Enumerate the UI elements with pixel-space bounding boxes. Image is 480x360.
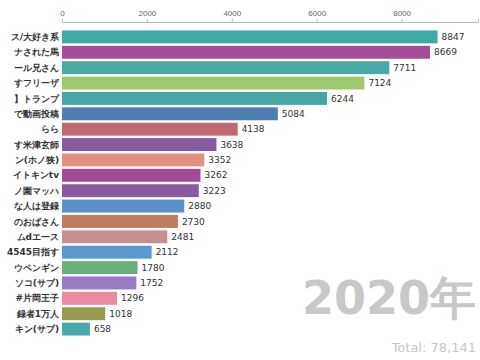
- data-label: 2481: [171, 232, 194, 242]
- bar: [62, 61, 389, 74]
- bar: [62, 169, 200, 182]
- axis-line: [63, 19, 479, 23]
- tick: 4000: [223, 9, 241, 22]
- data-label: 6244: [331, 94, 354, 104]
- data-label: 7124: [368, 78, 391, 88]
- tick: 0: [60, 9, 65, 22]
- data-label: 1780: [142, 263, 165, 273]
- data-label: 3352: [208, 155, 231, 165]
- tick-label: 6000: [308, 9, 326, 18]
- category-label: ス/大好き系: [11, 32, 60, 42]
- category-labels: ス/大好き系ナされた馬ール兄さんすフリーザ】トランプで動画投稿ららす米津玄師ン(…: [7, 32, 60, 334]
- data-label: 3638: [220, 140, 243, 150]
- chart: 0 2000 4000 6000 8000 ス/大好き系ナされた馬ール兄さんすフリーザ】ト…: [0, 0, 480, 360]
- bar: [62, 153, 204, 166]
- category-label: すフリーザ: [13, 78, 60, 88]
- data-label: 3262: [204, 170, 227, 180]
- tick: 8000: [393, 9, 411, 22]
- x-axis: 0 2000 4000 6000 8000: [60, 9, 478, 23]
- bar: [62, 261, 138, 274]
- tick-mark: [62, 19, 63, 22]
- data-label: 2880: [188, 201, 211, 211]
- category-label: す米津玄師: [13, 140, 59, 150]
- tick-label: 0: [60, 9, 65, 18]
- total-label: Total: 78,141: [391, 340, 476, 355]
- bar: [62, 246, 152, 259]
- data-label: 5084: [282, 109, 305, 119]
- category-label: らら: [41, 124, 59, 134]
- tick-mark: [317, 19, 318, 22]
- tick-label: 8000: [393, 9, 411, 18]
- category-label: 録者1万人: [16, 309, 60, 319]
- category-label: ール兄さん: [14, 63, 59, 73]
- category-label: ムdエース: [17, 232, 59, 242]
- tick-label: 2000: [138, 9, 156, 18]
- data-label: 8847: [442, 32, 465, 42]
- data-label: 2730: [182, 217, 205, 227]
- category-label: な人は登録: [14, 201, 60, 211]
- category-label: のおばさん: [14, 217, 59, 227]
- category-label: 】トランプ: [14, 94, 60, 104]
- tick-mark: [402, 19, 403, 22]
- category-label: #片岡王子: [15, 293, 59, 303]
- category-label: で動画投稿: [14, 109, 59, 119]
- category-label: ノ園マッハ: [14, 186, 59, 196]
- bar: [62, 200, 184, 213]
- data-label: 7711: [393, 63, 416, 73]
- tick-label: 4000: [223, 9, 241, 18]
- bar: [62, 107, 278, 120]
- data-label: 2112: [156, 247, 179, 257]
- category-label: ソコ(サブ): [15, 278, 59, 288]
- bar: [62, 323, 90, 336]
- data-label: 658: [94, 324, 111, 334]
- bar: [62, 184, 199, 197]
- tick-mark: [147, 19, 148, 22]
- data-label: 8669: [434, 47, 457, 57]
- data-label: 3223: [203, 186, 226, 196]
- bar: [62, 276, 136, 289]
- data-label: 4138: [242, 124, 265, 134]
- category-label: ン(ホノ狭): [15, 155, 59, 165]
- data-label: 1296: [121, 293, 144, 303]
- bar: [62, 215, 178, 228]
- tick: 2000: [138, 9, 156, 22]
- bar: [62, 138, 216, 151]
- bar: [62, 46, 430, 59]
- tick: 6000: [308, 9, 326, 22]
- data-label: 1752: [140, 278, 163, 288]
- bar: [62, 230, 167, 243]
- category-label: 4545目指す: [7, 247, 59, 257]
- category-label: ウペンギン: [14, 263, 59, 273]
- tick-mark: [232, 19, 233, 22]
- bar: [62, 77, 364, 90]
- bar: [62, 307, 105, 320]
- bar: [62, 123, 238, 136]
- bar: [62, 30, 438, 43]
- period-label: 2020年: [302, 271, 476, 325]
- category-label: ナされた馬: [14, 47, 59, 57]
- data-label: 1018: [109, 309, 132, 319]
- bar: [62, 92, 327, 105]
- bar: [62, 292, 117, 305]
- category-label: キン(サブ): [15, 324, 59, 334]
- category-label: イトキンtv: [13, 170, 59, 180]
